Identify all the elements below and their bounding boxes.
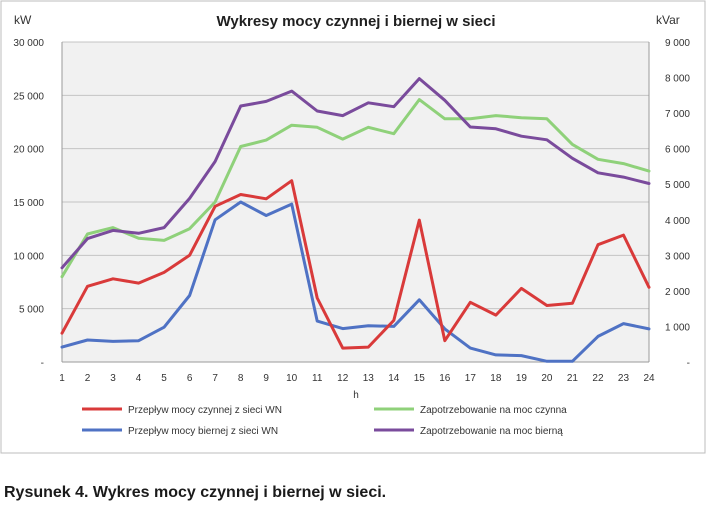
legend-label: Przepływ mocy czynnej z sieci WN	[128, 405, 282, 416]
x-tick-label: 9	[263, 373, 269, 384]
x-tick-label: 8	[238, 373, 244, 384]
right-tick-label: 6 000	[665, 145, 690, 156]
x-tick-label: 21	[567, 373, 579, 384]
series-line-przep-yw-mocy-czynnej-z-sieci-wn	[60, 179, 651, 350]
left-tick-label: 25 000	[13, 91, 44, 102]
right-axis-unit: kVar	[656, 13, 680, 27]
x-tick-label: 18	[490, 373, 502, 384]
right-tick-label: 5 000	[665, 180, 690, 191]
x-tick-label: 7	[212, 373, 218, 384]
right-tick-label: 1 000	[665, 322, 690, 333]
right-tick-label: 9 000	[665, 38, 690, 49]
x-tick-label: 15	[414, 373, 426, 384]
left-tick-label: 10 000	[13, 251, 44, 262]
left-axis-unit: kW	[14, 13, 32, 27]
right-tick-label: 4 000	[665, 216, 690, 227]
series-line-zapotrzebowanie-na-moc-biern	[60, 77, 651, 270]
x-tick-label: 12	[337, 373, 349, 384]
x-tick-label: 1	[59, 373, 65, 384]
left-tick-label: 15 000	[13, 198, 44, 209]
right-tick-label: -	[687, 358, 690, 369]
x-tick-label: 11	[312, 373, 323, 384]
x-tick-label: 2	[85, 373, 91, 384]
series-line-zapotrzebowanie-na-moc-czynna	[60, 98, 651, 279]
x-tick-label: 16	[439, 373, 451, 384]
right-tick-label: 8 000	[665, 74, 690, 85]
grid	[61, 41, 650, 363]
series-line-przep-yw-mocy-biernej-z-sieci-wn	[60, 200, 651, 363]
legend-label: Przepływ mocy biernej z sieci WN	[128, 426, 278, 437]
left-tick-label: -	[41, 358, 44, 369]
x-tick-label: 19	[516, 373, 528, 384]
legend-label: Zapotrzebowanie na moc bierną	[420, 426, 563, 437]
x-axis-label: h	[353, 390, 359, 401]
x-tick-label: 6	[187, 373, 193, 384]
x-tick-label: 14	[388, 373, 400, 384]
x-tick-label: 4	[136, 373, 142, 384]
figure-caption: Rysunek 4. Wykres mocy czynnej i biernej…	[4, 484, 387, 501]
x-tick-label: 17	[465, 373, 477, 384]
left-tick-label: 5 000	[19, 305, 44, 316]
x-tick-label: 5	[161, 373, 167, 384]
legend: Przepływ mocy czynnej z sieci WN Zapotrze…	[82, 405, 567, 437]
left-tick-label: 30 000	[13, 38, 44, 49]
chart-title: Wykresy mocy czynnej i biernej w sieci	[216, 13, 495, 30]
x-tick-label: 24	[643, 373, 655, 384]
x-tick-label: 3	[110, 373, 116, 384]
legend-label: Zapotrzebowanie na moc czynna	[420, 405, 567, 416]
right-tick-label: 2 000	[665, 287, 690, 298]
right-tick-label: 3 000	[665, 251, 690, 262]
x-tick-label: 22	[592, 373, 604, 384]
x-tick-label: 13	[363, 373, 375, 384]
x-tick-label: 10	[286, 373, 298, 384]
x-tick-label: 20	[541, 373, 553, 384]
left-tick-label: 20 000	[13, 145, 44, 156]
series-lines	[60, 77, 651, 363]
right-tick-label: 7 000	[665, 109, 690, 120]
x-tick-label: 23	[618, 373, 630, 384]
